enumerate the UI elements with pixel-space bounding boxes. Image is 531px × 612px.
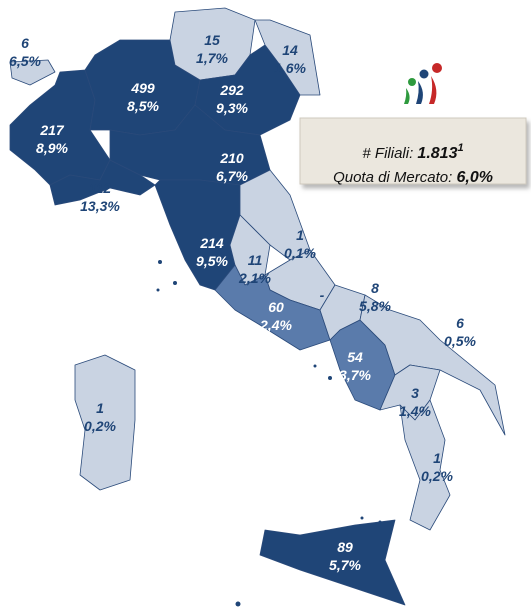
market-share: 6,7% <box>216 168 248 184</box>
market-share: 5,8% <box>359 298 391 314</box>
region <box>74 354 136 491</box>
branch-count: 15 <box>204 32 220 48</box>
market-share: 0,5% <box>444 333 476 349</box>
region <box>254 19 321 96</box>
branch-count: 14 <box>282 42 298 58</box>
branch-count: 6 <box>456 315 464 331</box>
market-share: 8,5% <box>127 98 159 114</box>
market-share: 9,5% <box>196 253 228 269</box>
region <box>214 264 331 351</box>
branch-count: 6 <box>21 35 29 51</box>
market-share: 9,3% <box>216 100 248 116</box>
region <box>399 399 451 531</box>
branch-count: 11 <box>248 252 263 268</box>
branch-count: 210 <box>219 150 244 166</box>
branches-value: 1.813 <box>417 145 457 162</box>
market-share: 8,9% <box>36 140 68 156</box>
branch-count: 3 <box>411 385 419 401</box>
market-share: 2,1% <box>238 270 271 286</box>
market-share: 3,7% <box>339 367 371 383</box>
branch-count: 499 <box>130 80 155 96</box>
branch-count: 1 <box>296 227 304 243</box>
region <box>154 179 241 291</box>
market-share: 0,2% <box>421 468 453 484</box>
branch-count: 1 <box>96 400 104 416</box>
branch-count: 112 <box>89 180 112 196</box>
market-share: 0,2% <box>84 418 116 434</box>
regions <box>9 7 506 606</box>
market-share: 6,5% <box>9 53 41 69</box>
market-share: 2,4% <box>259 317 292 333</box>
branch-count: 217 <box>39 122 65 138</box>
branch-count: 1 <box>433 450 441 466</box>
labels: 66,5%2178,9%4998,5%151,7%2929,3%141,6%11… <box>9 32 476 573</box>
branch-count: 54 <box>347 349 363 365</box>
market-share: 1,6% <box>274 60 306 76</box>
market-share: 5,7% <box>329 557 361 573</box>
branch-count: 8 <box>371 280 379 296</box>
branch-count: - <box>320 287 325 303</box>
branches-line: # Filiali: 1.8131 <box>362 142 463 162</box>
branch-count: 89 <box>337 539 353 555</box>
branch-count: 214 <box>199 235 224 251</box>
branches-label: # Filiali: <box>362 145 417 162</box>
market-share: 0,1% <box>284 245 316 261</box>
islets <box>156 260 382 607</box>
market-share: 13,3% <box>80 198 120 214</box>
share-value: 6,0% <box>456 169 492 186</box>
market-share: 1,7% <box>196 50 228 66</box>
market-share: 1,4% <box>399 403 431 419</box>
footnote: 1 <box>457 142 463 154</box>
branch-count: 292 <box>219 82 244 98</box>
share-line: Quota di Mercato: 6,0% <box>333 169 493 186</box>
region <box>9 69 111 186</box>
region <box>259 519 406 606</box>
region <box>9 59 56 86</box>
legend-box <box>299 117 527 185</box>
branch-count: 60 <box>268 299 284 315</box>
share-label: Quota di Mercato: <box>333 169 456 186</box>
logo <box>404 63 442 104</box>
